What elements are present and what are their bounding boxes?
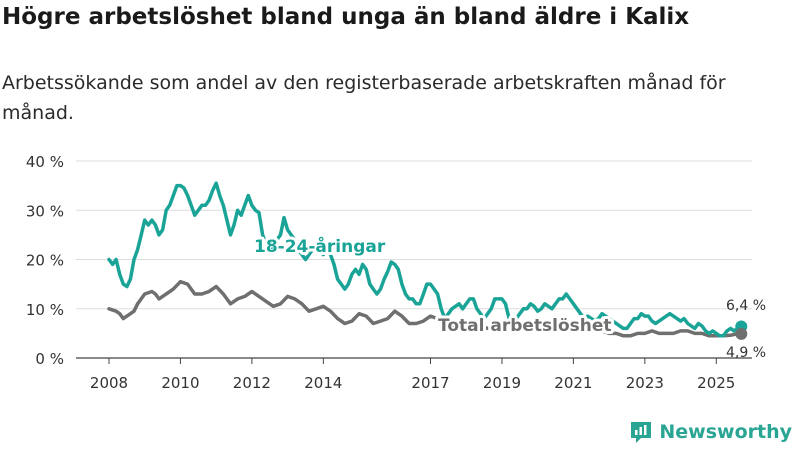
- brand-name: Newsworthy: [659, 421, 792, 443]
- y-tick-label: 40 %: [26, 153, 64, 171]
- y-tick-label: 20 %: [26, 252, 64, 270]
- youth-series-line: [107, 181, 744, 338]
- x-tick-label: 2023: [626, 374, 664, 392]
- x-tick-label: 2008: [90, 374, 128, 392]
- x-tick-label: 2021: [554, 374, 592, 392]
- x-tick-label: 2014: [304, 374, 342, 392]
- total-series-label: Total arbetslöshet: [438, 316, 612, 336]
- brand-logo: Newsworthy: [629, 420, 792, 444]
- x-tick-label: 2019: [483, 374, 521, 392]
- newsworthy-logo-icon: [631, 422, 652, 443]
- youth-series-label: 18-24-åringar: [254, 235, 386, 257]
- x-tick-label: 2017: [411, 374, 449, 392]
- total-end-value-label: 4,9 %: [726, 345, 766, 361]
- total-end-point: [735, 327, 748, 340]
- y-tick-label: 30 %: [26, 202, 64, 220]
- total-series-line: [107, 279, 744, 338]
- x-tick-label: 2010: [161, 374, 199, 392]
- chart-subtitle: Arbetssökande som andel av den registerb…: [2, 72, 726, 124]
- youth-series-label-halo: 18-24-åringar: [254, 235, 386, 257]
- y-tick-label: 10 %: [26, 301, 64, 319]
- x-tick-label: 2025: [697, 374, 735, 392]
- x-tick-label: 2012: [233, 374, 271, 392]
- total-series-label-halo: Total arbetslöshet: [438, 316, 612, 336]
- y-tick-label: 0 %: [35, 350, 64, 368]
- youth-end-value-label: 6,4 %: [726, 298, 766, 314]
- chart-title: Högre arbetslöshet bland unga än bland ä…: [2, 4, 690, 30]
